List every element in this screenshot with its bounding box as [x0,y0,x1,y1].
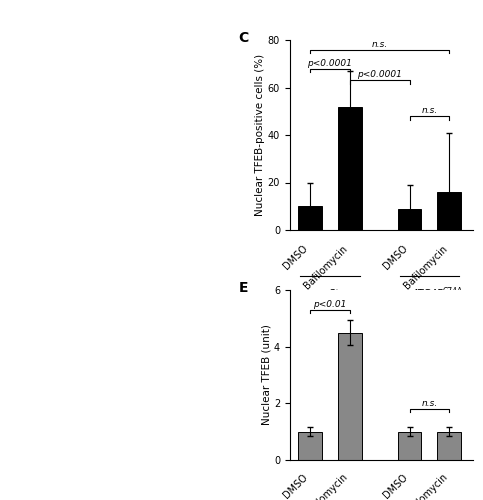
Text: n.s.: n.s. [371,40,388,48]
Text: p<0.0001: p<0.0001 [357,70,402,80]
Text: Bafilomycin: Bafilomycin [302,244,350,291]
Text: Bafilomycin: Bafilomycin [302,472,350,500]
Bar [438,192,461,230]
Text: C74A: C74A [442,287,462,296]
Text: mSt: mSt [320,289,340,299]
Y-axis label: Nuclear TFEB-positive cells (%): Nuclear TFEB-positive cells (%) [255,54,265,216]
Text: DMSO: DMSO [282,472,310,500]
Bar [298,206,322,230]
Bar [298,432,322,460]
Text: DMSO: DMSO [282,244,310,272]
Text: p<0.0001: p<0.0001 [307,58,352,68]
Text: p<0.01: p<0.01 [313,300,346,309]
Text: E: E [239,282,248,296]
Text: Bafilomycin: Bafilomycin [402,472,449,500]
Bar [398,208,422,230]
Bar [338,332,362,460]
Bar [338,106,362,230]
Text: Bafilomycin: Bafilomycin [402,244,449,291]
Bar [438,432,461,460]
Text: ATG4B: ATG4B [413,289,445,299]
Text: DMSO: DMSO [381,472,410,500]
Text: n.s.: n.s. [421,399,438,408]
Text: n.s.: n.s. [421,106,438,115]
Text: DMSO: DMSO [381,244,410,272]
Bar [398,432,422,460]
Y-axis label: Nuclear TFEB (unit): Nuclear TFEB (unit) [261,324,271,426]
Text: C: C [239,30,249,44]
